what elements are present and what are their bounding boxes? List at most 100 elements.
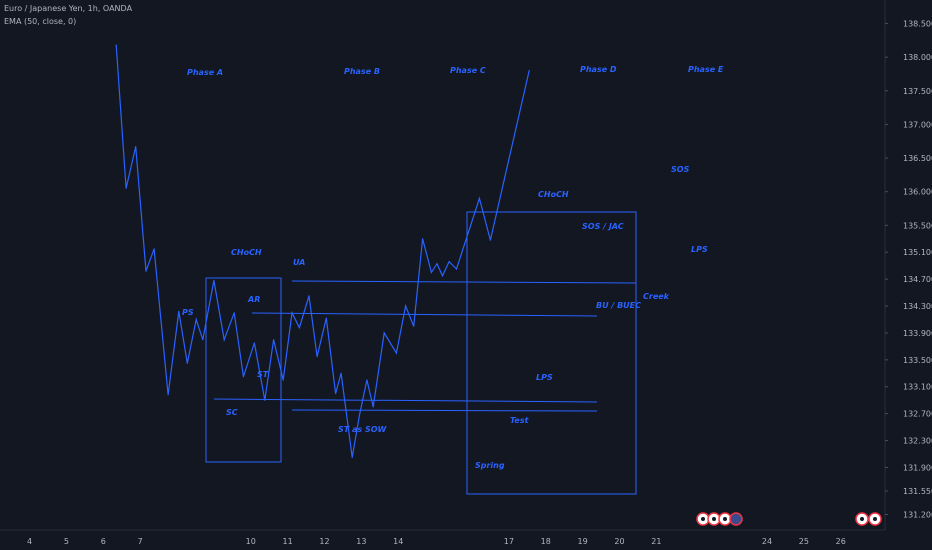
price-axis[interactable]: 131.200 131.550 131.900 132.300 132.700 133.1… — [885, 0, 932, 520]
support-line-2 — [291, 409, 598, 412]
label-choch-2: CHoCH — [538, 190, 569, 199]
price-point — [242, 376, 244, 378]
time-tick-label: 6 — [101, 537, 106, 546]
price-tick-label: 131.550 — [903, 487, 932, 496]
label-sc: SC — [226, 408, 238, 417]
price-tick-label: 138.000 — [903, 53, 932, 62]
symbol-title: Euro / Japanese Yen, 1h, OANDA — [4, 4, 133, 13]
price-point — [125, 187, 127, 189]
label-choch-1: CHoCH — [231, 248, 262, 257]
price-tick-label: 135.100 — [903, 248, 932, 257]
label-creek: Creek — [643, 292, 670, 301]
time-tick-label: 7 — [138, 537, 143, 546]
price-point — [448, 261, 450, 263]
price-point — [366, 379, 368, 381]
ar-line — [251, 312, 598, 317]
label-st: ST — [257, 370, 269, 379]
price-point — [115, 44, 117, 46]
price-tick-label: 134.700 — [903, 275, 932, 284]
price-point — [233, 312, 235, 314]
time-tick-label: 17 — [504, 537, 514, 546]
time-tick-label: 5 — [64, 537, 69, 546]
label-test: Test — [510, 416, 530, 425]
label-phase-a: Phase A — [187, 68, 223, 77]
price-point — [145, 270, 147, 272]
price-point — [430, 271, 432, 273]
label-sos-jac: SOS / JAC — [582, 222, 624, 231]
event-badge-icon[interactable] — [729, 512, 743, 526]
time-tick-label: 14 — [393, 537, 403, 546]
time-tick-label: 13 — [356, 537, 366, 546]
label-phase-d: Phase D — [580, 65, 617, 74]
label-phase-c: Phase C — [450, 66, 486, 75]
price-point — [335, 392, 337, 395]
price-line-layer — [115, 44, 530, 458]
price-tick-label: 131.200 — [903, 511, 932, 520]
annotations: Phase A Phase B Phase C Phase D Phase E … — [182, 65, 724, 470]
price-point — [273, 339, 275, 341]
price-point — [264, 399, 266, 401]
label-sos: SOS — [671, 165, 690, 174]
price-tick-label: 137.000 — [903, 120, 932, 129]
price-tick-label: 135.500 — [903, 221, 932, 230]
price-point — [298, 327, 300, 329]
time-tick-label: 4 — [27, 537, 32, 546]
price-point — [405, 305, 407, 307]
time-tick-label: 21 — [651, 537, 661, 546]
price-series-line — [115, 45, 530, 458]
price-point — [422, 238, 424, 240]
indicator-label: EMA (50, close, 0) — [4, 17, 77, 26]
price-tick-label: 131.900 — [903, 463, 932, 472]
time-tick-label: 18 — [541, 537, 551, 546]
label-ua: UA — [293, 258, 305, 267]
label-lps-2: LPS — [691, 245, 708, 254]
price-point — [489, 239, 491, 241]
price-point — [178, 310, 180, 312]
price-point — [436, 263, 438, 265]
price-point — [316, 355, 318, 358]
time-tick-label: 11 — [283, 537, 293, 546]
price-point — [478, 197, 480, 199]
price-point — [282, 379, 284, 381]
price-tick-label: 137.500 — [903, 87, 932, 96]
price-tick-label: 133.100 — [903, 383, 932, 392]
price-point — [153, 248, 155, 250]
price-point — [528, 70, 530, 72]
time-tick-label: 10 — [246, 537, 256, 546]
label-phase-e: Phase E — [688, 65, 724, 74]
time-tick-label: 26 — [836, 537, 846, 546]
time-tick-label: 25 — [799, 537, 809, 546]
price-point — [340, 372, 342, 374]
time-tick-label: 24 — [762, 537, 772, 546]
price-point — [325, 317, 327, 319]
price-point — [383, 332, 385, 334]
label-bu-buec: BU / BUEC — [596, 301, 641, 310]
price-tick-label: 138.500 — [903, 20, 932, 29]
resistance-line — [291, 280, 637, 284]
label-st-as-sow: ST as SOW — [338, 425, 388, 434]
price-point — [186, 362, 188, 364]
price-point — [195, 318, 197, 321]
price-point — [167, 394, 169, 396]
price-tick-label: 136.500 — [903, 154, 932, 163]
price-tick-label: 132.300 — [903, 437, 932, 446]
event-badges[interactable] — [696, 512, 882, 526]
price-point — [455, 268, 458, 270]
price-point — [308, 295, 310, 297]
price-point — [413, 325, 415, 327]
time-tick-label: 12 — [319, 537, 329, 546]
label-ps: PS — [182, 308, 194, 317]
price-point — [351, 456, 353, 458]
time-tick-label: 19 — [578, 537, 588, 546]
time-axis[interactable]: 4 5 6 7 10 11 12 13 14 17 18 19 20 21 24 25 26 — [27, 537, 846, 546]
price-point — [223, 339, 225, 341]
time-tick-label: 20 — [614, 537, 624, 546]
price-point — [291, 312, 293, 314]
price-point — [395, 352, 397, 354]
price-point — [372, 406, 374, 408]
label-phase-b: Phase B — [344, 67, 380, 76]
price-tick-label: 136.000 — [903, 188, 932, 197]
price-point — [135, 146, 137, 148]
